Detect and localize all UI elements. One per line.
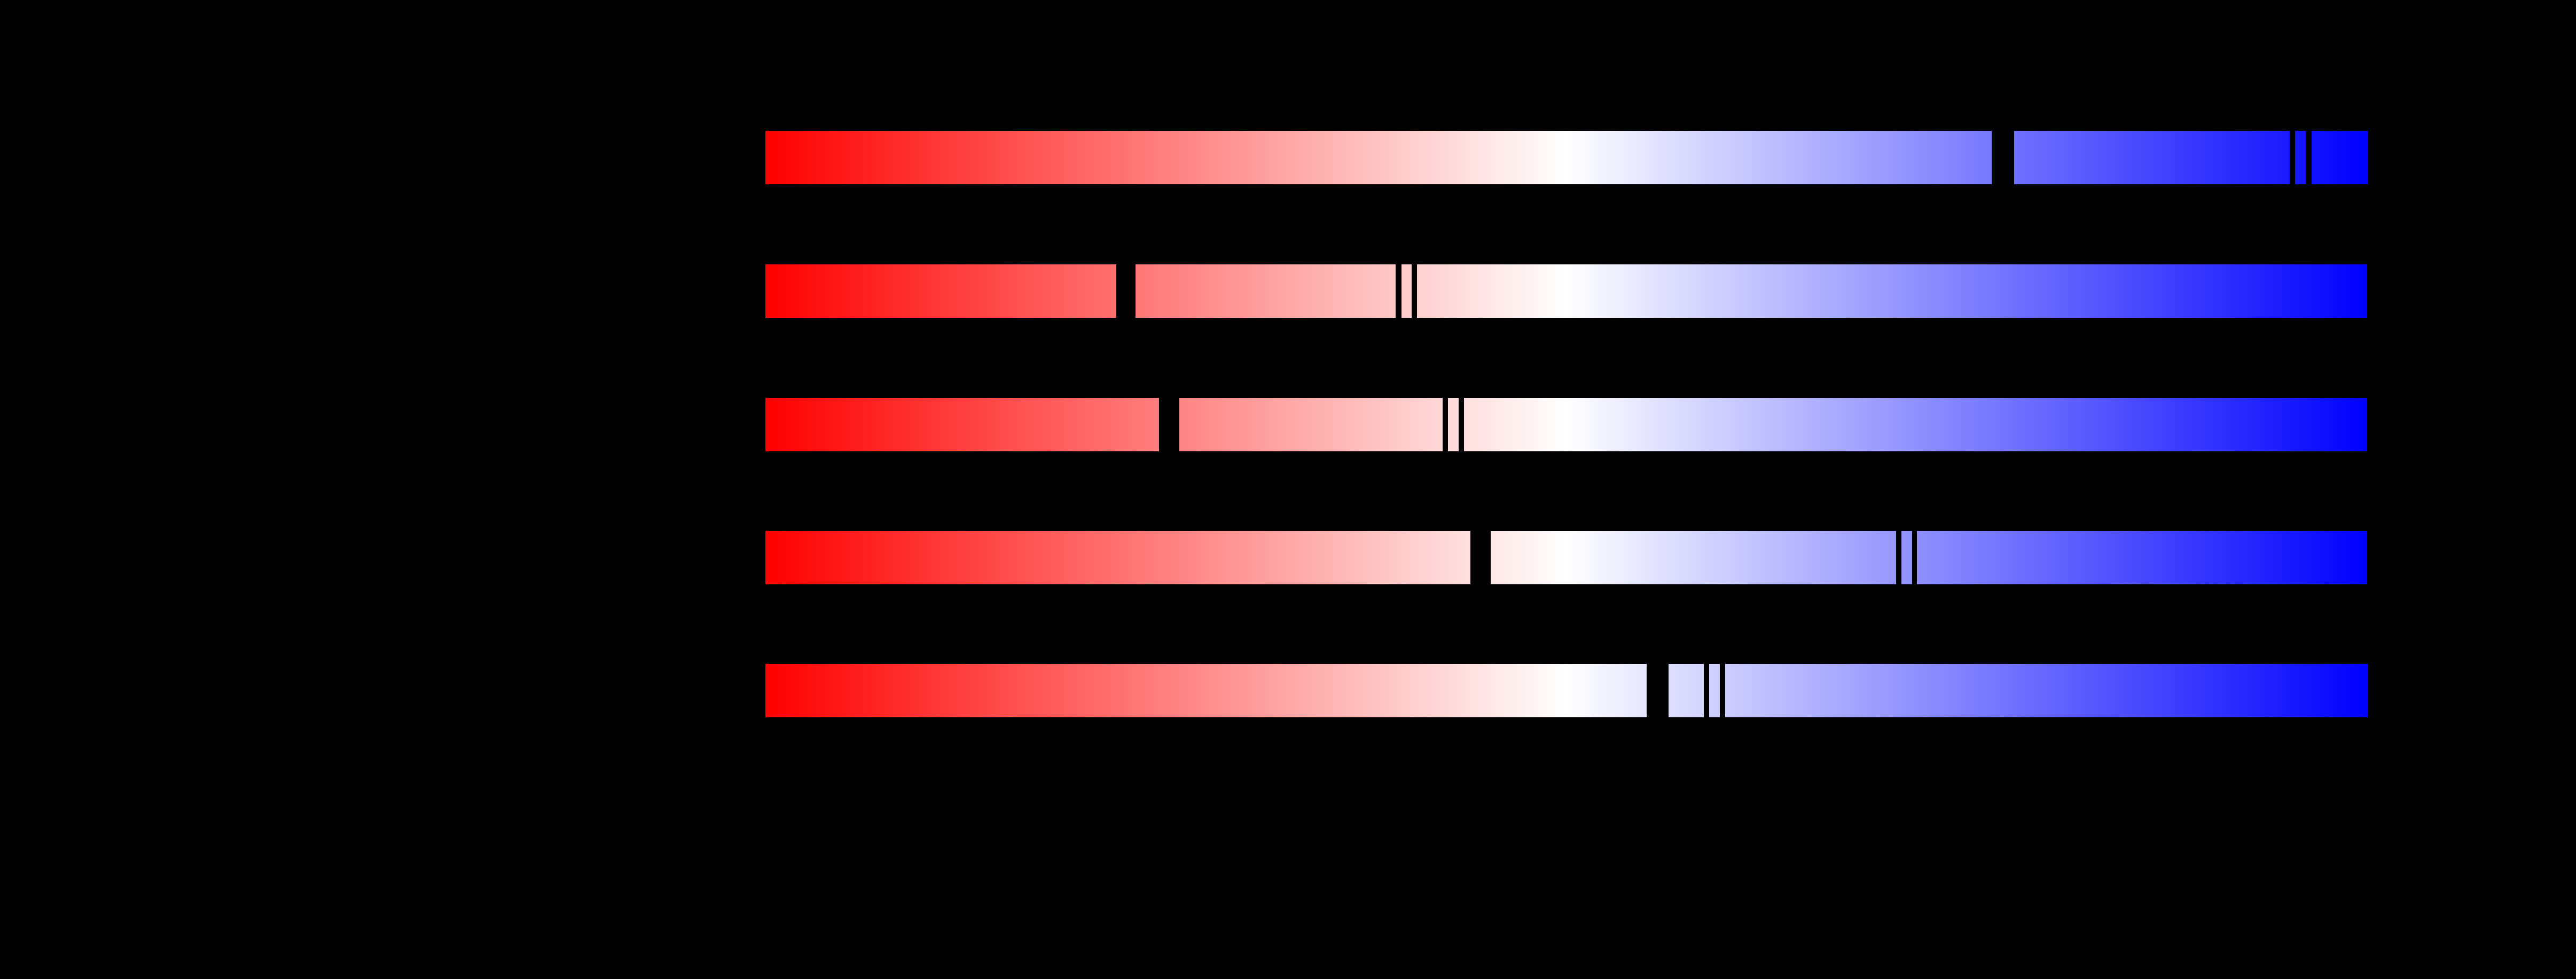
bar-gap-mask (1396, 264, 1401, 318)
bar-gap-mask (2306, 131, 2312, 184)
gradient-bar-row-1 (765, 131, 2368, 184)
gradient-bar-row-3 (765, 398, 2367, 451)
bar-gap-mask (1159, 398, 1179, 451)
bar-gap-mask (1116, 264, 1136, 318)
bar-gap-mask (1459, 398, 1464, 451)
bar-gap-mask (1720, 664, 1725, 717)
gradient-bar-row-2 (765, 264, 2367, 318)
bar-gap-mask (1443, 398, 1448, 451)
gradient-bar-row-4 (765, 531, 2367, 584)
gradient-bar-row-5 (765, 664, 2368, 717)
bar-gap-mask (1896, 531, 1901, 584)
bar-gap-mask (1992, 131, 2014, 184)
bar-gap-mask (1412, 264, 1417, 318)
bar-gap-mask (1704, 664, 1709, 717)
bar-gap-mask (1912, 531, 1917, 584)
bar-gap-mask (2290, 131, 2295, 184)
bar-gap-mask (1647, 664, 1669, 717)
bar-gap-mask (1470, 531, 1491, 584)
